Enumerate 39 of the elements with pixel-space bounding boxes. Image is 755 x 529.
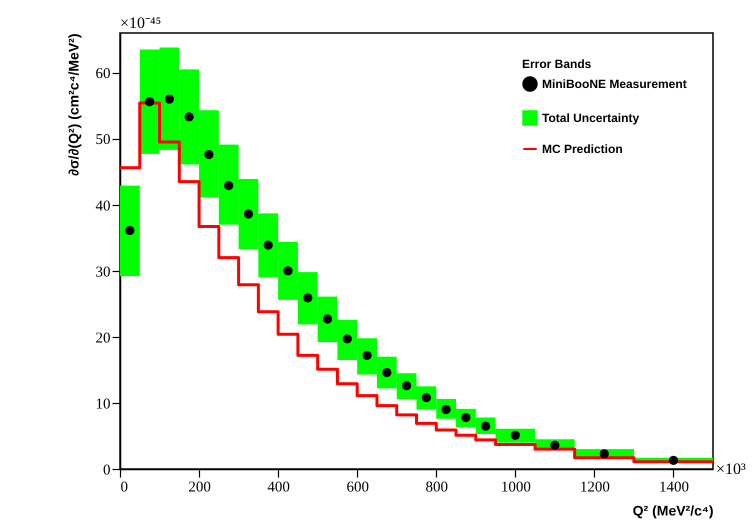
x-tick-label: 200	[188, 480, 211, 496]
text: ×10³	[716, 461, 746, 478]
y-tick-label: 30	[96, 264, 110, 280]
point	[204, 150, 214, 160]
text: ×10⁻⁴⁵	[120, 15, 162, 32]
legend-label: MC Prediction	[542, 142, 623, 156]
point	[550, 440, 560, 450]
x-tick-label: 1200	[580, 480, 610, 496]
point	[342, 334, 352, 344]
point	[184, 112, 194, 122]
point	[600, 449, 609, 458]
y-tick-label: 0	[103, 462, 110, 478]
x-tick-label: 0	[120, 480, 128, 496]
point	[668, 456, 678, 466]
x-axis-title: Q² (MeV²/c⁴)	[632, 502, 714, 518]
point	[164, 94, 174, 104]
legend-label: Total Uncertainty	[542, 111, 640, 125]
x-tick-label: 600	[346, 480, 369, 496]
point	[244, 209, 254, 219]
point	[322, 314, 332, 324]
point	[224, 181, 234, 190]
y-tick-label: 20	[96, 330, 110, 346]
x-tick-label: 1000	[500, 480, 531, 496]
x-tick-label: 400	[267, 480, 290, 496]
point	[283, 266, 293, 276]
point	[125, 226, 134, 236]
x-tick-label: 1400	[658, 480, 689, 496]
legend-title: Error Bands	[522, 57, 592, 71]
point	[303, 293, 312, 303]
point	[510, 430, 520, 440]
point	[264, 240, 273, 250]
y-tick-label: 10	[96, 396, 110, 412]
point	[145, 97, 154, 106]
y-tick-label: 40	[96, 198, 110, 214]
x-tick-label: 800	[426, 480, 448, 496]
y-tick-label: 50	[96, 132, 110, 148]
y-tick-label: 60	[96, 66, 110, 82]
legend-label: MiniBooNE Measurement	[542, 77, 687, 91]
y-axis-title: ∂σ/∂(Q²) (cm²c⁴/MeV²)	[66, 34, 82, 176]
